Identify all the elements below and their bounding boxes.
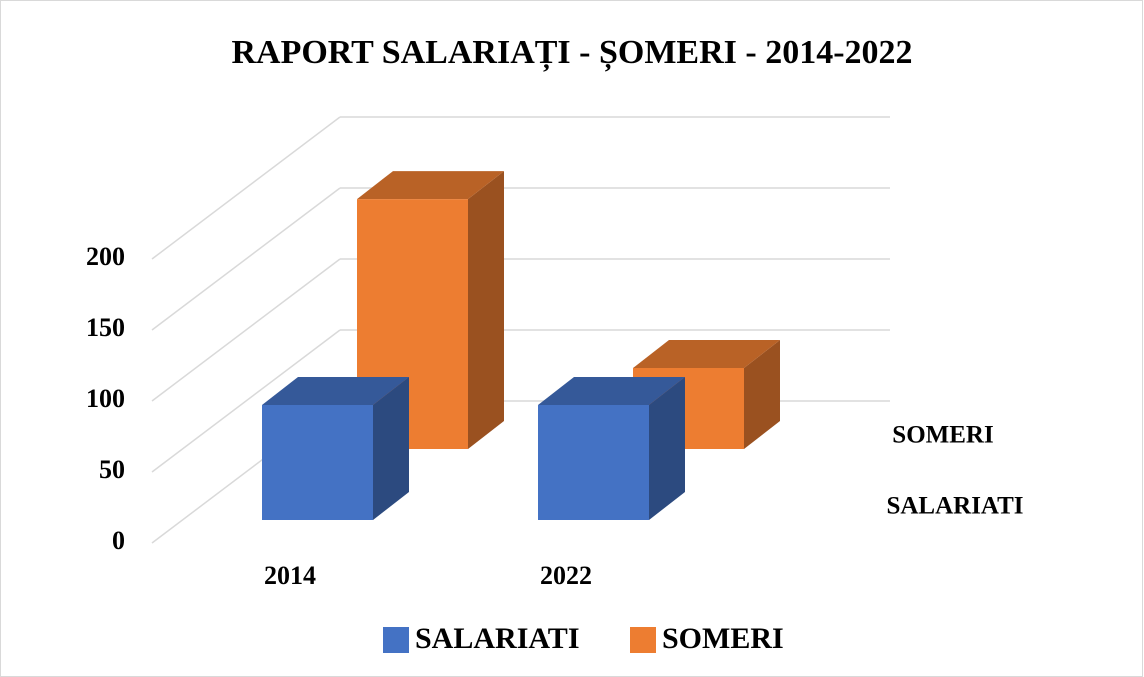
depth-axis-label: SOMERI [892, 422, 993, 449]
y-tick-label: 0 [112, 526, 125, 555]
bar [262, 376, 409, 520]
bar-front [262, 404, 373, 520]
legend-label: SALARIATI [415, 622, 580, 655]
depth-axis-label: SALARIATI [886, 493, 1023, 520]
grid-line-side [151, 116, 341, 260]
bar-top [262, 376, 409, 405]
bar [538, 376, 685, 520]
bar-side [649, 376, 685, 520]
bar-top [538, 376, 685, 405]
y-tick-label: 200 [86, 242, 125, 271]
grid-line-side [151, 329, 341, 473]
y-tick-label: 100 [86, 384, 125, 413]
grid-line-side [151, 258, 341, 402]
legend-swatch [383, 627, 409, 653]
bar-side [744, 340, 780, 449]
legend-label: SOMERI [662, 622, 784, 655]
legend-swatch [630, 627, 656, 653]
bar-top [357, 171, 504, 200]
y-tick-label: 50 [99, 455, 125, 484]
grid-line-side [151, 187, 341, 331]
bar-side [468, 171, 504, 449]
y-tick-label: 150 [86, 313, 125, 342]
x-tick-label: 2022 [540, 561, 592, 590]
bar-side [373, 376, 409, 520]
bar-front [538, 404, 649, 520]
chart-title: RAPORT SALARIAȚI - ȘOMERI - 2014-2022 [231, 34, 912, 72]
bar-top [633, 340, 780, 369]
x-tick-label: 2014 [264, 561, 316, 590]
